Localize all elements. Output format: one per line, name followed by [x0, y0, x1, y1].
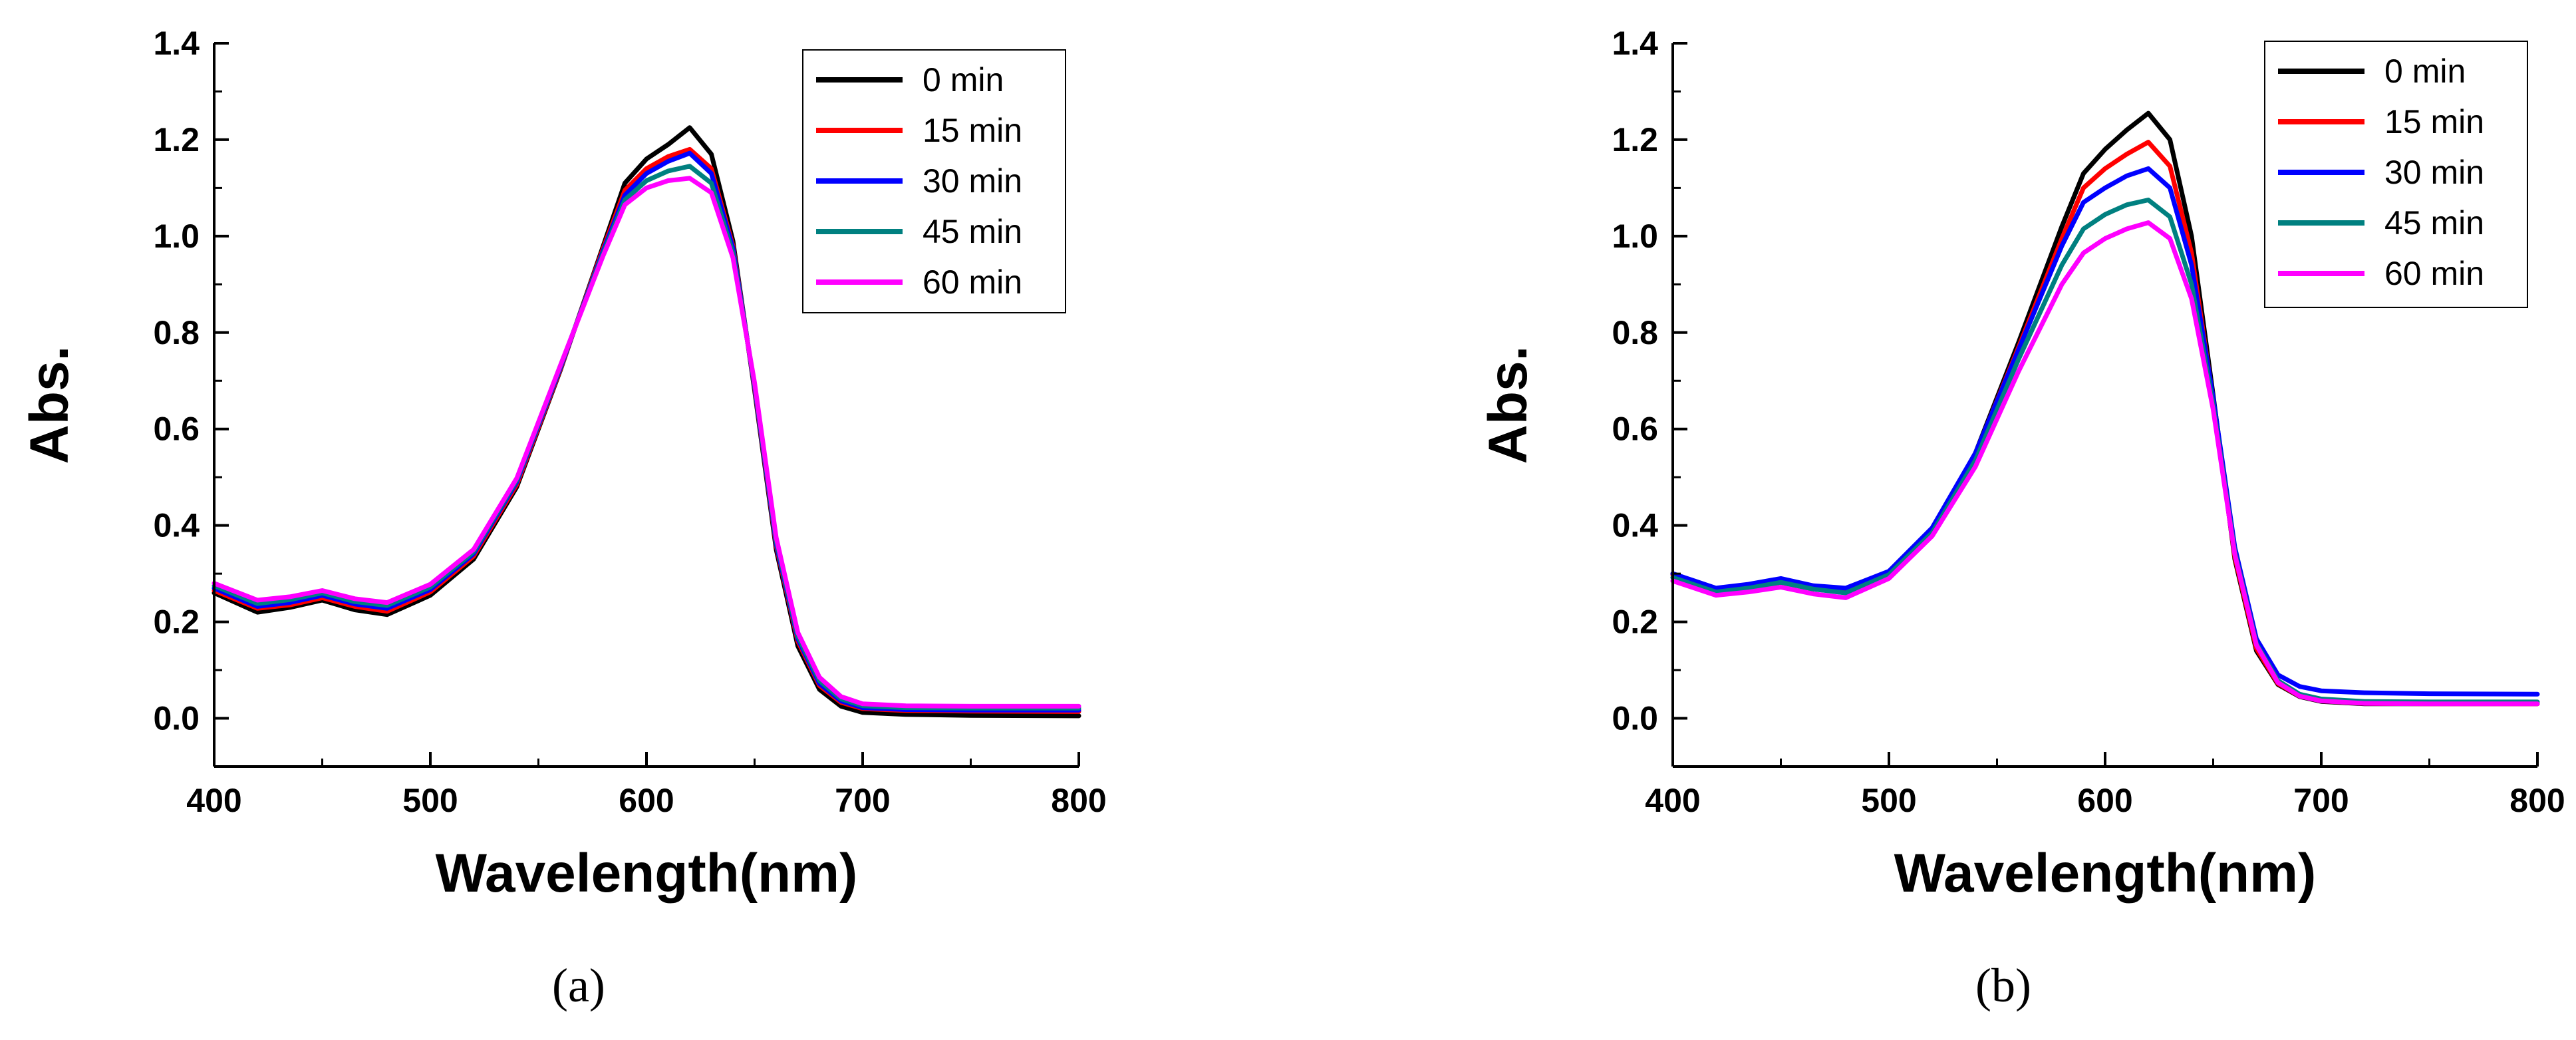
y-tick-label: 1.0 [153, 218, 200, 255]
legend-label: 30 min [923, 162, 1022, 200]
y-tick-label: 0.8 [1612, 314, 1658, 351]
x-axis-title: Wavelength(nm) [436, 843, 858, 904]
y-tick-label: 0.6 [1612, 411, 1658, 448]
x-tick-label: 700 [2293, 782, 2349, 819]
x-tick-label: 800 [2509, 782, 2565, 819]
series-line-0-min [212, 125, 1081, 719]
legend-label: 0 min [2384, 53, 2466, 90]
x-axis-title: Wavelength(nm) [1894, 843, 2317, 904]
legend: 0 min 15 min 30 min 45 min 60 min [802, 49, 1066, 313]
y-tick-label: 1.2 [1612, 121, 1658, 158]
legend-label: 15 min [923, 112, 1022, 149]
y-tick-label: 1.4 [1612, 25, 1658, 62]
caption-panel-b: (b) [1975, 959, 2031, 1012]
series-line-30-min [1670, 166, 2540, 697]
series-line-60-min [212, 176, 1081, 709]
series-line-60-min [1670, 220, 2540, 707]
legend-label: 60 min [923, 263, 1022, 301]
y-axis-title: Abs. [1478, 346, 1538, 464]
y-tick-label: 1.4 [153, 25, 200, 62]
caption-panel-a: (a) [552, 959, 605, 1012]
y-tick-label: 0.0 [153, 700, 200, 737]
y-tick-label: 0.4 [153, 507, 200, 544]
y-tick-label: 0.2 [153, 604, 200, 641]
x-tick-label: 400 [1645, 782, 1700, 819]
legend-label: 0 min [923, 61, 1004, 98]
y-tick-label: 0.4 [1612, 507, 1658, 544]
x-tick-label: 500 [402, 782, 458, 819]
legend-label: 15 min [2384, 103, 2484, 140]
legend-label: 30 min [2384, 154, 2484, 191]
x-tick-label: 700 [835, 782, 890, 819]
legend: 0 min 15 min 30 min 45 min 60 min [2264, 41, 2528, 308]
x-tick-label: 500 [1861, 782, 1916, 819]
y-tick-label: 0.6 [153, 411, 200, 448]
legend-label: 45 min [923, 213, 1022, 250]
chart-panel-a: 0.0 0.2 0.4 0.6 0.8 1.0 1.2 1.4 400 500 600 700 800 W… [19, 25, 1107, 904]
y-tick-label: 0.8 [153, 314, 200, 351]
legend-label: 60 min [2384, 255, 2484, 292]
y-tick-label: 0.0 [1612, 700, 1658, 737]
y-tick-label: 0.2 [1612, 604, 1658, 641]
chart-panel-b: 0.0 0.2 0.4 0.6 0.8 1.0 1.2 1.4 400 500 600 700 800 W… [1478, 25, 2565, 904]
x-tick-label: 400 [186, 782, 241, 819]
x-tick-label: 600 [619, 782, 674, 819]
y-tick-label: 1.2 [153, 121, 200, 158]
x-tick-label: 600 [2077, 782, 2132, 819]
y-axis-title: Abs. [19, 346, 80, 464]
y-tick-label: 1.0 [1612, 218, 1658, 255]
legend-label: 45 min [2384, 204, 2484, 242]
x-tick-label: 800 [1051, 782, 1106, 819]
